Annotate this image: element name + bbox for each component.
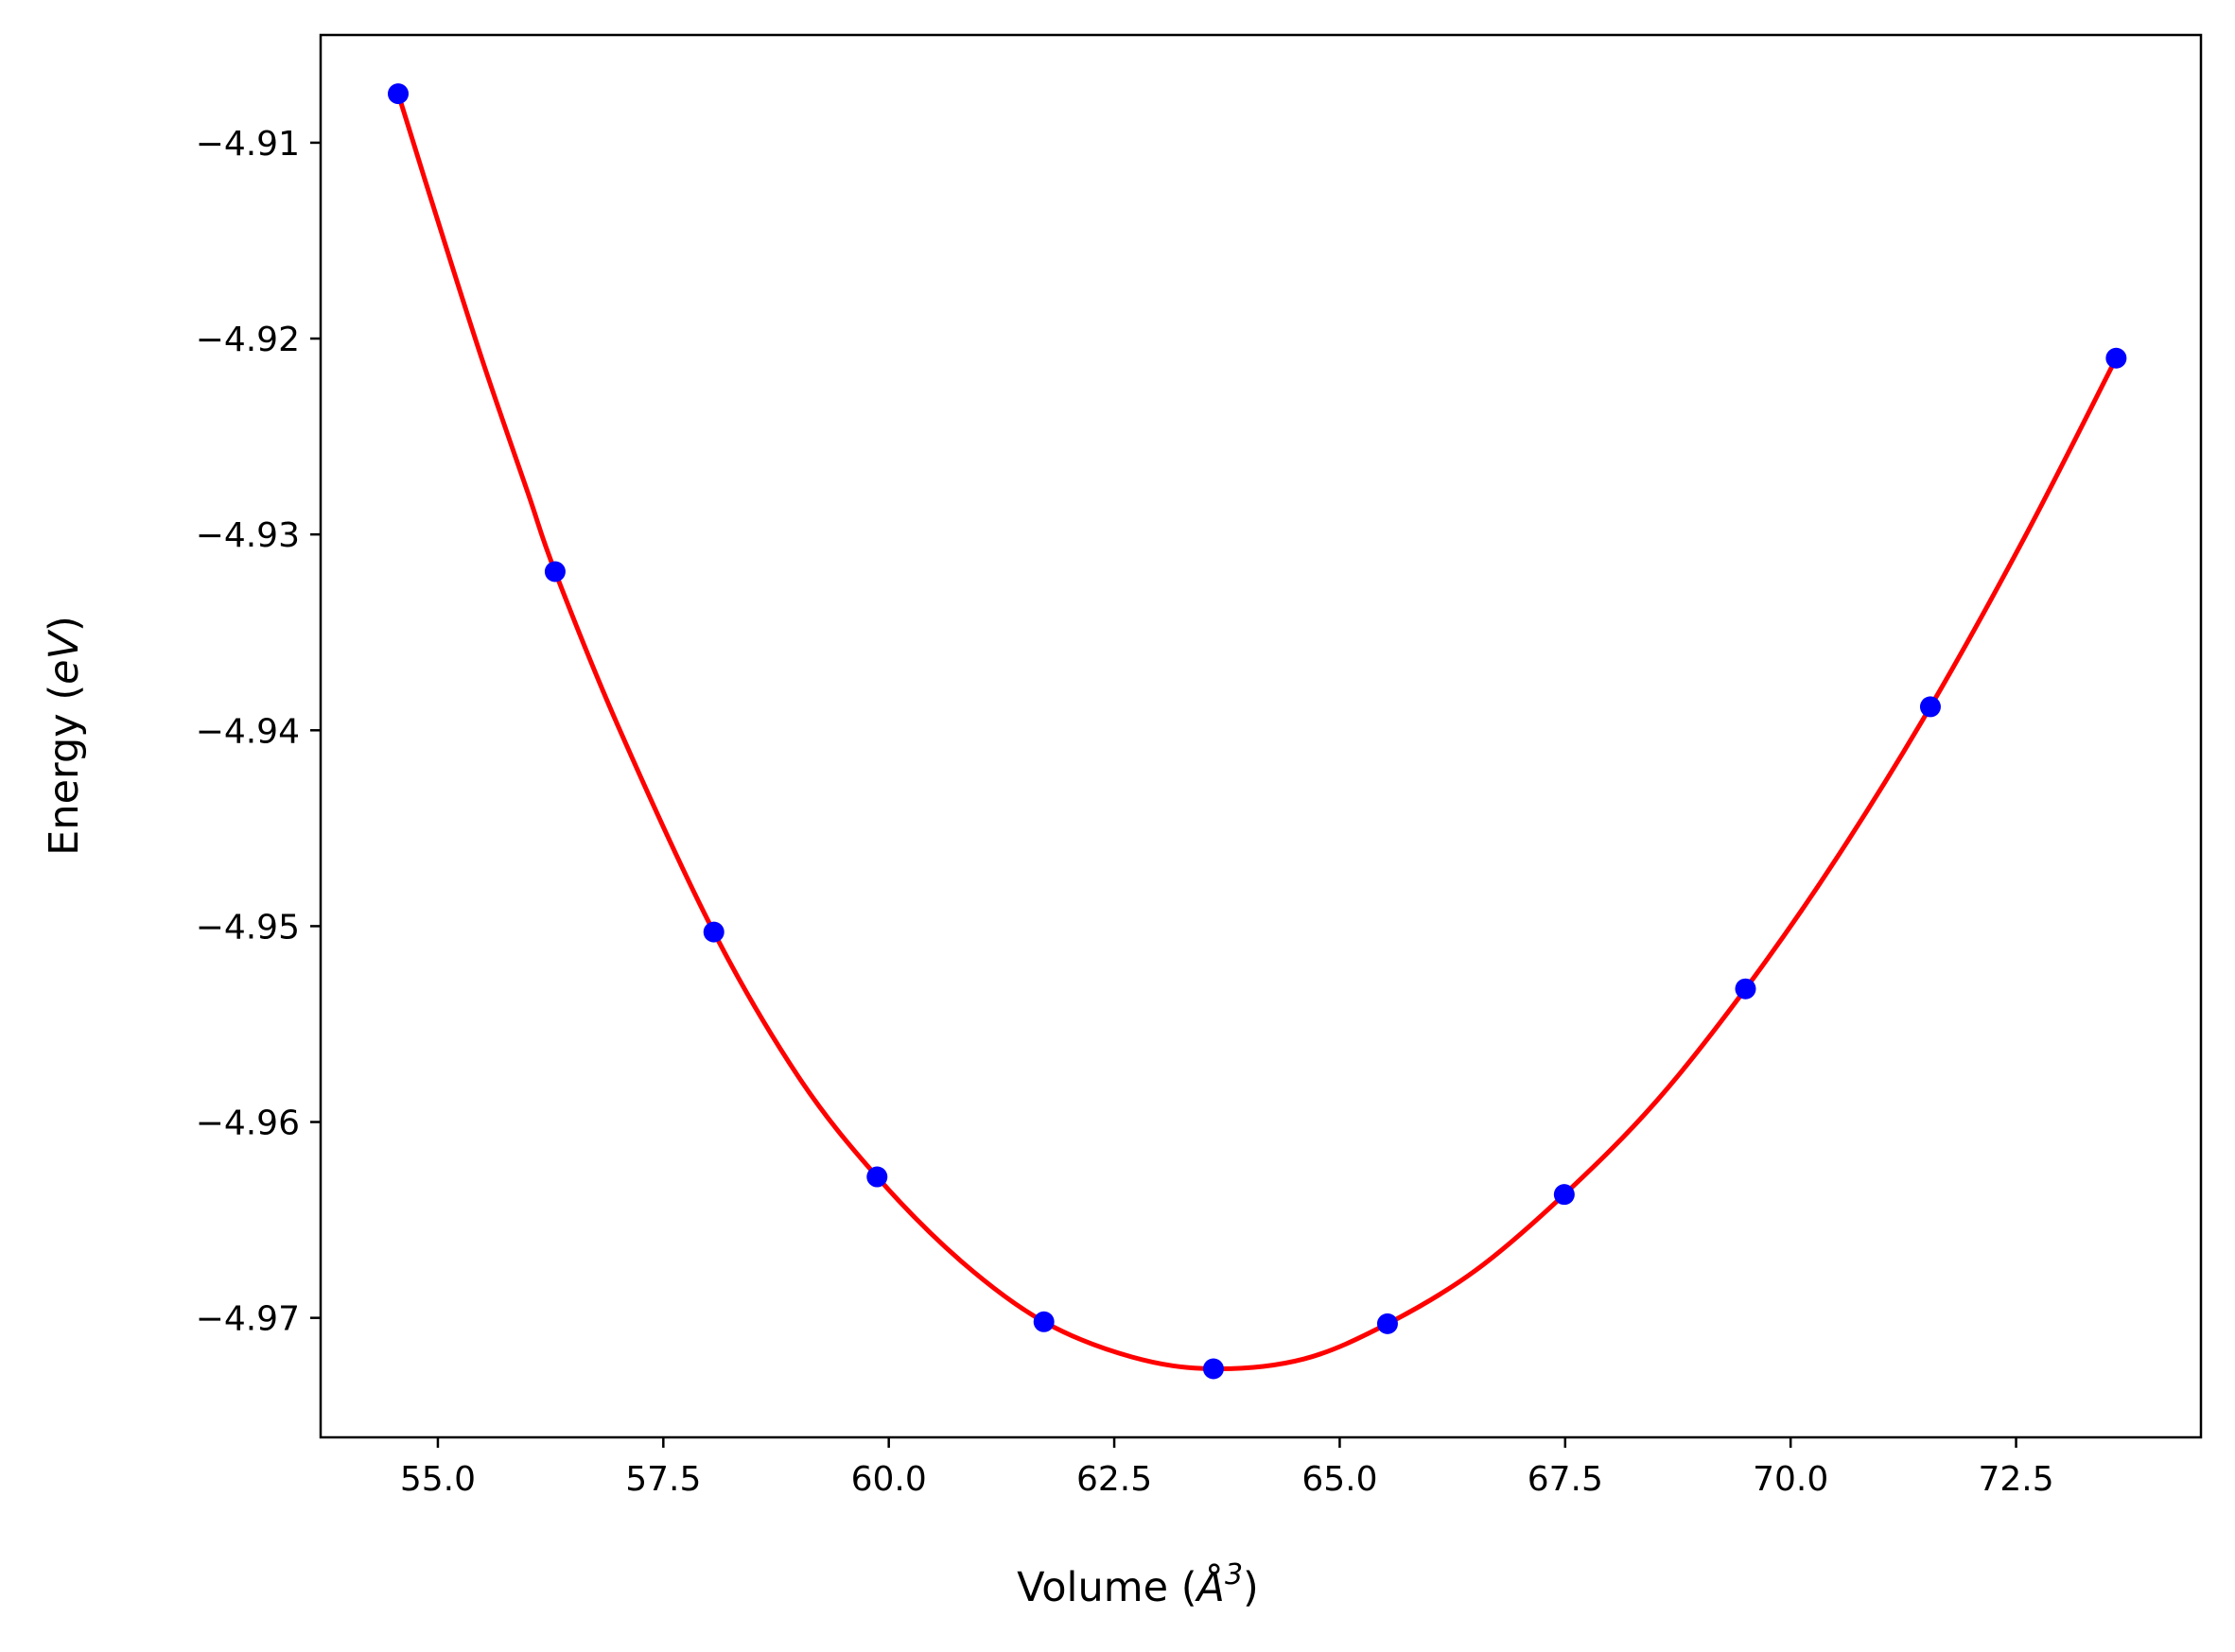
data-point: [2105, 347, 2127, 369]
x-tick-label: 62.5: [1076, 1460, 1152, 1499]
y-axis-ticks: −4.91 −4.92 −4.93 −4.94 −4.95 −4.96 −4.97: [196, 125, 321, 1339]
data-point: [703, 921, 725, 943]
y-tick-label: −4.92: [196, 321, 300, 359]
y-tick-label: −4.94: [196, 712, 300, 751]
data-point: [1553, 1184, 1575, 1206]
y-tick-label: −4.95: [196, 908, 300, 947]
data-point: [1919, 696, 1941, 718]
x-tick-label: 57.5: [625, 1460, 701, 1499]
x-tick-label: 72.5: [1978, 1460, 2053, 1499]
x-tick-label: 60.0: [851, 1460, 927, 1499]
x-tick-label: 70.0: [1753, 1460, 1828, 1499]
x-tick-label: 55.0: [400, 1460, 476, 1499]
fit-curve-line: [395, 93, 2119, 1372]
data-points: [387, 83, 2127, 1380]
y-tick-label: −4.91: [196, 125, 300, 164]
x-axis-ticks: 55.0 57.5 60.0 62.5 65.0 67.5 70.0 72.5: [400, 1437, 2054, 1499]
data-point: [1202, 1358, 1224, 1380]
x-axis-label: Volume (Å3): [1017, 1558, 1259, 1611]
y-tick-label: −4.96: [196, 1104, 300, 1143]
data-point: [1735, 978, 1756, 1000]
plot-area: [387, 83, 2127, 1380]
data-point: [1376, 1313, 1398, 1334]
y-tick-label: −4.97: [196, 1300, 300, 1339]
data-point: [387, 83, 409, 105]
data-point: [866, 1166, 888, 1188]
y-tick-label: −4.93: [196, 516, 300, 555]
data-point: [1033, 1311, 1055, 1332]
x-tick-label: 67.5: [1528, 1460, 1603, 1499]
data-point: [544, 561, 566, 583]
x-tick-label: 65.0: [1301, 1460, 1377, 1499]
axes-frame: [319, 33, 2203, 1439]
y-axis-label: Energy (eV): [41, 616, 88, 856]
